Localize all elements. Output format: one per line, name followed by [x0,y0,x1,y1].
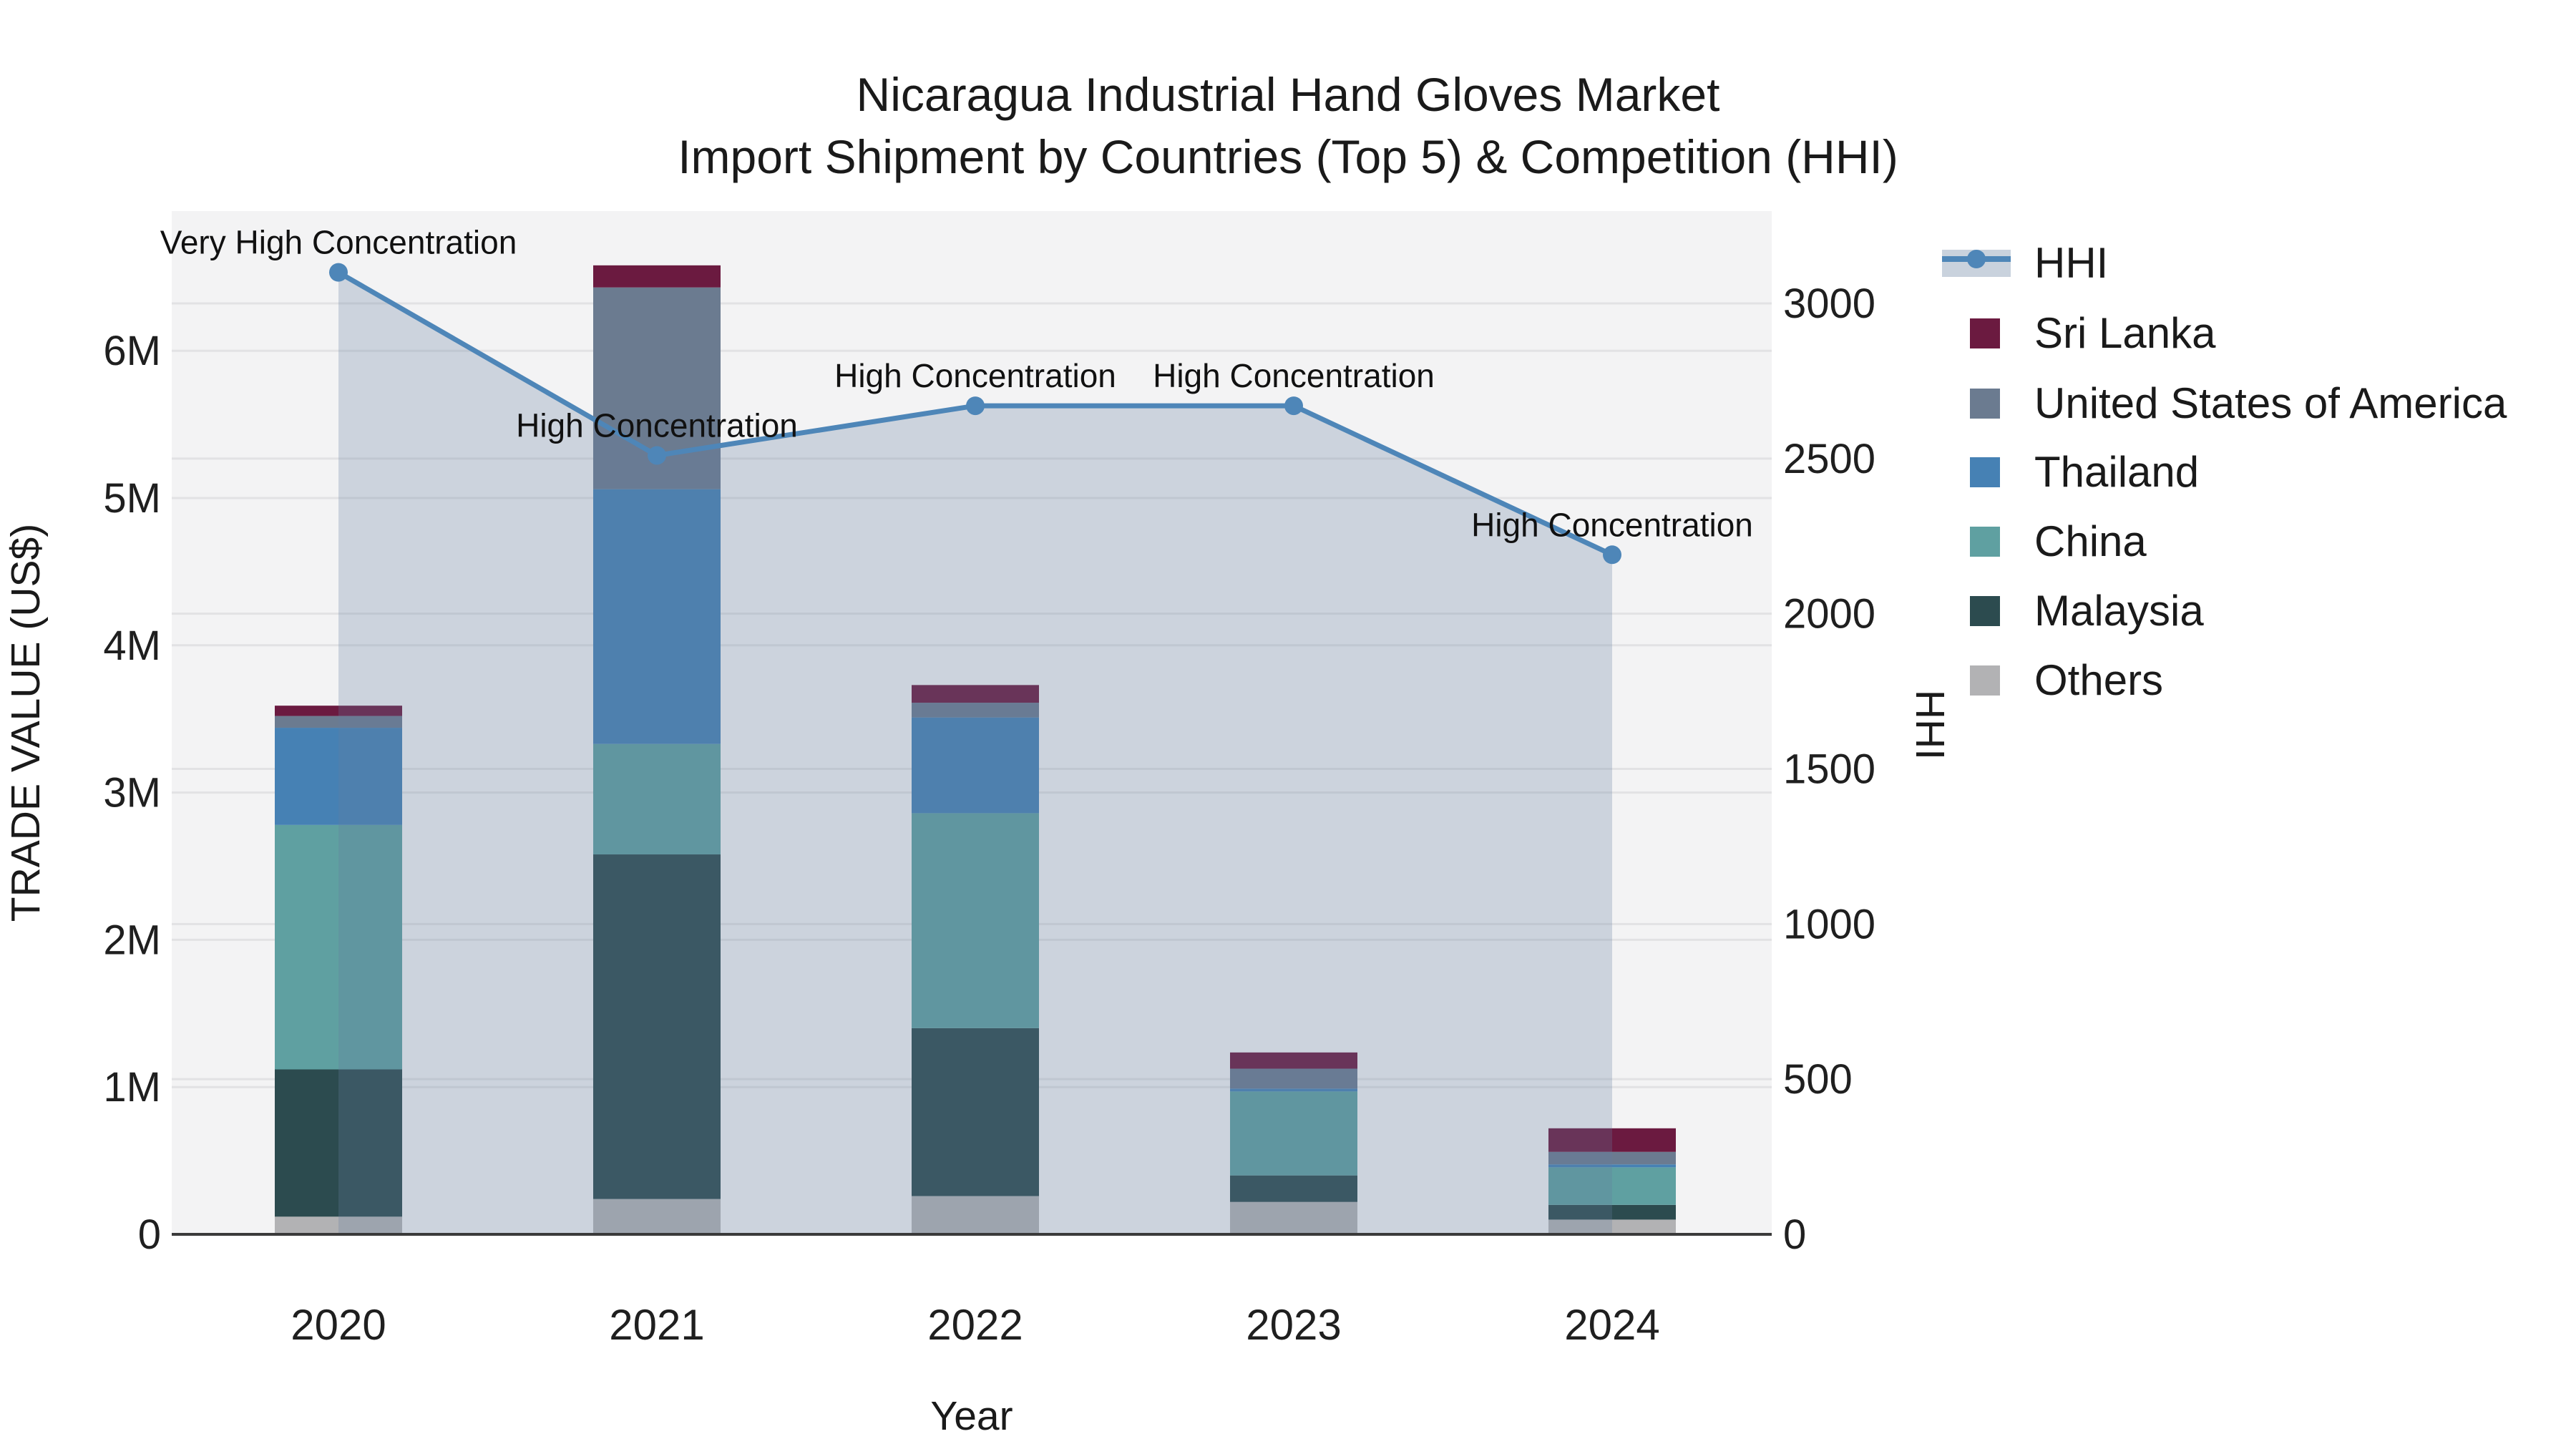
y-axis-label-left: TRADE VALUE (US$) [3,524,49,922]
bar-segment-2022-thailand [912,717,1039,814]
legend-item-sri-lanka: Sri Lanka [1970,309,2216,357]
y-right-tick-1000: 1000 [1783,901,1875,947]
bar-segment-2024-china [1548,1167,1676,1205]
bar-segment-2024-united-states-of-america [1548,1151,1676,1165]
hhi-annotation-2020: Very High Concentration [160,224,517,261]
hhi-point-2022 [966,396,985,416]
y-left-tick-5M: 5M [103,475,161,522]
legend-swatch-united-states-of-america [1970,389,2000,419]
x-axis-label: Year [930,1393,1013,1439]
bar-segment-2023-china [1230,1091,1357,1176]
legend-item-malaysia: Malaysia [1970,587,2204,635]
hhi-annotation-2023: High Concentration [1153,357,1435,394]
y-left-tick-1M: 1M [103,1064,161,1111]
y-right-tick-2500: 2500 [1783,436,1875,482]
legend-label-sri-lanka: Sri Lanka [2034,309,2216,357]
bar-segment-2022-malaysia [912,1028,1039,1196]
y-right-tick-500: 500 [1783,1056,1853,1103]
legend-label-china: China [2034,517,2147,565]
legend-item-thailand: Thailand [1970,448,2199,496]
bar-segment-2023-malaysia [1230,1175,1357,1202]
y-right-tick-3000: 3000 [1783,280,1875,327]
legend-label-others: Others [2034,656,2163,704]
x-tick-2020: 2020 [291,1301,386,1349]
chart-subtitle: Import Shipment by Countries (Top 5) & C… [678,130,1898,183]
y-left-tick-6M: 6M [103,328,161,374]
legend-swatch-malaysia [1970,596,2000,626]
legend-swatch-thailand [1970,457,2000,487]
y-right-tick-1500: 1500 [1783,746,1875,792]
hhi-point-2020 [329,263,348,282]
bar-segment-2022-others [912,1196,1039,1234]
y-left-tick-0: 0 [138,1211,161,1258]
bar-segment-2020-others [275,1216,402,1234]
bar-segment-2023-others [1230,1201,1357,1234]
bar-segment-2022-sri-lanka [912,685,1039,703]
y-right-tick-0: 0 [1783,1211,1806,1258]
hhi-area-fill [338,272,1612,1234]
bar-segment-2024-sri-lanka [1548,1128,1676,1152]
legend-label-thailand: Thailand [2034,448,2199,496]
bar-segment-2022-china [912,813,1039,1028]
bar-segment-2020-malaysia [275,1069,402,1217]
bar-segment-2021-malaysia [593,854,721,1199]
bar-segment-2021-others [593,1199,721,1234]
hhi-annotation-2024: High Concentration [1471,506,1753,543]
legend-label-hhi: HHI [2034,239,2108,287]
x-tick-2024: 2024 [1564,1301,1659,1349]
bar-segment-2023-united-states-of-america [1230,1068,1357,1089]
bar-segment-2020-united-states-of-america [275,716,402,728]
bar-segment-2024-malaysia [1548,1204,1676,1220]
hhi-point-2021 [648,446,666,465]
bar-segment-2021-sri-lanka [593,265,721,288]
y-right-tick-2000: 2000 [1783,591,1875,638]
bar-segment-2020-sri-lanka [275,706,402,716]
legend-item-hhi: HHI [1942,239,2108,287]
y-axis-label-right: HHI [1907,690,1953,760]
bar-segment-2024-others [1548,1219,1676,1234]
y-left-tick-2M: 2M [103,917,161,963]
legend-swatch-others [1970,665,2000,696]
bar-segment-2024-thailand [1548,1164,1676,1168]
y-left-tick-4M: 4M [103,623,161,669]
hhi-annotation-2022: High Concentration [834,357,1116,394]
legend-hhi-marker [1967,250,1986,268]
x-tick-2021: 2021 [609,1301,704,1349]
bar-segment-2023-thailand [1230,1088,1357,1092]
legend-item-china: China [1970,517,2147,565]
legend-item-united-states-of-america: United States of America [1970,379,2507,427]
hhi-point-2023 [1284,396,1303,416]
bar-segment-2023-sri-lanka [1230,1052,1357,1069]
x-tick-2022: 2022 [927,1301,1023,1349]
bar-segment-2020-thailand [275,728,402,825]
y-left-tick-3M: 3M [103,770,161,816]
chart-title: Nicaragua Industrial Hand Gloves Market [857,68,1720,121]
legend-label-united-states-of-america: United States of America [2034,379,2507,427]
hhi-annotation-2021: High Concentration [516,406,798,444]
hhi-point-2024 [1603,545,1621,565]
x-tick-2023: 2023 [1246,1301,1341,1349]
legend-label-malaysia: Malaysia [2034,587,2204,635]
bar-segment-2022-united-states-of-america [912,703,1039,718]
bar-segment-2021-thailand [593,489,721,744]
legend-swatch-china [1970,527,2000,557]
bar-segment-2021-china [593,743,721,855]
legend-swatch-sri-lanka [1970,318,2000,348]
legend-item-others: Others [1970,656,2163,704]
bar-segment-2020-china [275,824,402,1070]
